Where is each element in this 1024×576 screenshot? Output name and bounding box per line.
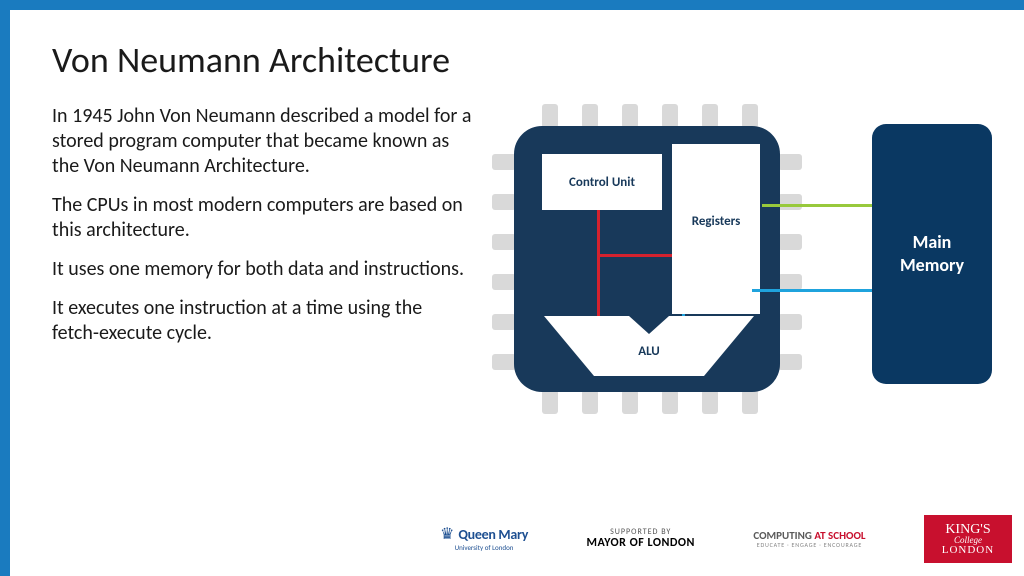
chip-pin xyxy=(702,390,718,414)
chip-pin xyxy=(582,390,598,414)
control-unit-box: Control Unit xyxy=(542,154,662,210)
paragraph: The CPUs in most modern computers are ba… xyxy=(52,193,472,243)
slide-border-top xyxy=(0,0,1024,10)
chip-pin xyxy=(492,154,516,170)
alu-box: ALU xyxy=(544,316,754,376)
paragraph: It executes one instruction at a time us… xyxy=(52,296,472,346)
chip-pin xyxy=(492,274,516,290)
chip-pin xyxy=(492,354,516,370)
paragraph: It uses one memory for both data and ins… xyxy=(52,257,472,282)
chip-pin xyxy=(542,390,558,414)
slide-title: Von Neumann Architecture xyxy=(52,38,992,82)
chip-pin xyxy=(492,194,516,210)
mol-main: MAYOR OF LONDON xyxy=(586,537,694,550)
chip-pin xyxy=(542,104,558,128)
slide-content: Von Neumann Architecture In 1945 John Vo… xyxy=(10,10,1024,576)
chip-pin xyxy=(662,390,678,414)
architecture-diagram: Control Unit Registers ALU Main Memory xyxy=(482,104,992,464)
slide-border-left xyxy=(0,0,10,576)
chip-pin xyxy=(622,390,638,414)
footer-logos: ♛ Queen Mary University of London SUPPOR… xyxy=(440,514,1012,564)
logo-kings-college: KING'S College LONDON xyxy=(924,515,1012,563)
crown-icon: ♛ xyxy=(440,526,454,544)
body-text: In 1945 John Von Neumann described a mod… xyxy=(52,104,472,464)
qm-name: Queen Mary xyxy=(458,527,528,542)
wire-red-v xyxy=(597,210,600,320)
paragraph: In 1945 John Von Neumann described a mod… xyxy=(52,104,472,179)
chip-pin xyxy=(778,274,802,290)
chip-pin xyxy=(778,354,802,370)
main-memory-box: Main Memory xyxy=(872,124,992,384)
logo-computing-at-school: COMPUTING AT SCHOOL EDUCATE · ENGAGE · E… xyxy=(753,530,865,549)
wire-blue-bus xyxy=(752,289,892,292)
chip-pin xyxy=(742,390,758,414)
alu-label: ALU xyxy=(544,344,754,359)
wire-red-h xyxy=(597,254,672,257)
chip-pin xyxy=(778,234,802,250)
logo-queen-mary: ♛ Queen Mary University of London xyxy=(440,526,528,551)
control-unit-label: Control Unit xyxy=(569,175,635,190)
cas-2: AT SCHOOL xyxy=(814,529,865,542)
registers-label: Registers xyxy=(692,214,741,229)
chip-pin xyxy=(778,314,802,330)
chip-pin xyxy=(492,234,516,250)
qm-sub: University of London xyxy=(455,544,514,552)
chip-pin xyxy=(778,154,802,170)
main-memory-label: Main Memory xyxy=(900,231,964,278)
cas-1: COMPUTING xyxy=(753,529,814,542)
chip-pin xyxy=(492,314,516,330)
chip-pin xyxy=(622,104,638,128)
kcl-london: LONDON xyxy=(942,544,994,556)
chip-pin xyxy=(702,104,718,128)
cpu-chip: Control Unit Registers ALU xyxy=(492,104,802,414)
registers-box: Registers xyxy=(672,144,760,314)
chip-pin xyxy=(662,104,678,128)
chip-pin xyxy=(742,104,758,128)
chip-pin xyxy=(778,194,802,210)
logo-mayor-of-london: SUPPORTED BY MAYOR OF LONDON xyxy=(586,528,694,550)
cas-sub: EDUCATE · ENGAGE · ENCOURAGE xyxy=(757,542,862,549)
chip-pin xyxy=(582,104,598,128)
